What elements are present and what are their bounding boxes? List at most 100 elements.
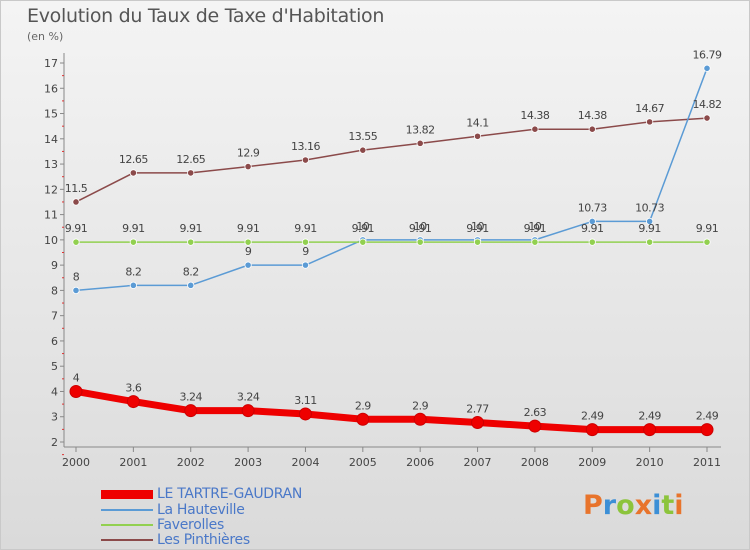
data-point-1 xyxy=(528,419,542,433)
data-label-1: 3.24 xyxy=(237,391,260,404)
x-tick-label: 2010 xyxy=(636,456,664,469)
legend-item-2: La Hauteville xyxy=(101,502,245,518)
data-point-3 xyxy=(359,238,367,246)
data-label-3: 9.91 xyxy=(581,222,604,235)
data-point-4 xyxy=(473,132,482,140)
y-tick-label: 15 xyxy=(44,108,58,121)
data-point-1 xyxy=(471,416,485,430)
y-tick-label: 10 xyxy=(44,234,58,247)
data-point-4 xyxy=(588,125,596,133)
series-line-2 xyxy=(75,67,708,292)
data-label-1: 2.9 xyxy=(355,399,371,412)
y-tick-label: 2 xyxy=(51,436,58,449)
data-point-1 xyxy=(126,395,140,409)
data-point-3 xyxy=(588,238,596,246)
proxiti-logo: Proxiti xyxy=(583,490,684,521)
data-point-3 xyxy=(703,238,711,246)
data-point-3 xyxy=(129,238,137,246)
data-point-4 xyxy=(416,139,424,147)
data-label-2: 10.73 xyxy=(635,201,664,214)
data-point-4 xyxy=(703,114,711,122)
data-label-2: 10 xyxy=(414,220,427,233)
data-point-4 xyxy=(129,169,137,177)
data-point-1 xyxy=(356,412,370,426)
chart-subtitle: (en %) xyxy=(27,30,64,43)
y-tick-label: 14 xyxy=(44,133,58,146)
data-label-4: 14.1 xyxy=(466,116,489,129)
y-tick-label: 17 xyxy=(44,57,58,70)
data-label-2: 16.79 xyxy=(693,48,722,61)
data-point-3 xyxy=(646,238,654,246)
data-label-1: 2.9 xyxy=(412,399,428,412)
data-point-2 xyxy=(72,286,80,294)
y-tick-label: 8 xyxy=(51,284,58,297)
data-point-3 xyxy=(244,238,252,246)
y-tick-label: 7 xyxy=(51,310,58,323)
data-label-4: 14.67 xyxy=(635,102,664,115)
legend-item-1: LE TARTRE-GAUDRAN xyxy=(101,486,302,502)
data-point-3 xyxy=(72,238,80,246)
data-point-4 xyxy=(244,162,252,171)
y-tick-label: 16 xyxy=(44,82,58,95)
series-line-4 xyxy=(75,117,708,203)
data-point-3 xyxy=(531,238,539,246)
data-label-4: 13.82 xyxy=(406,123,435,136)
chart-title: Evolution du Taux de Taxe d'Habitation xyxy=(27,5,385,27)
data-point-1 xyxy=(69,384,83,398)
data-point-2 xyxy=(301,261,310,269)
data-point-2 xyxy=(588,217,596,226)
y-tick-label: 4 xyxy=(51,385,58,398)
data-label-2: 9 xyxy=(302,245,309,258)
data-label-4: 14.82 xyxy=(693,98,722,111)
data-label-3: 9.91 xyxy=(409,222,432,235)
data-point-1 xyxy=(643,423,657,437)
data-point-4 xyxy=(301,156,310,164)
data-point-2 xyxy=(244,261,252,269)
legend-swatch-4 xyxy=(101,539,153,541)
data-label-2: 8.2 xyxy=(183,265,199,278)
data-label-3: 9.91 xyxy=(65,222,88,235)
data-label-1: 2.49 xyxy=(696,410,719,423)
data-label-1: 3.11 xyxy=(294,394,317,407)
y-tick-label: 11 xyxy=(44,209,58,222)
data-point-1 xyxy=(585,423,599,437)
x-tick-label: 2007 xyxy=(464,456,492,469)
data-point-2 xyxy=(646,217,654,226)
data-label-4: 11.5 xyxy=(65,182,88,195)
data-label-4: 14.38 xyxy=(520,109,549,122)
data-label-3: 9.91 xyxy=(352,222,375,235)
legend-label-4: Les Pinthières xyxy=(157,532,250,548)
data-point-1 xyxy=(241,404,255,418)
data-point-4 xyxy=(359,146,367,154)
data-point-4 xyxy=(646,118,654,126)
y-tick-label: 13 xyxy=(44,158,58,171)
legend-item-4: Les Pinthières xyxy=(101,532,250,548)
legend-item-3: Faverolles xyxy=(101,517,224,533)
data-point-3 xyxy=(187,238,195,246)
data-point-2 xyxy=(703,64,711,72)
data-point-3 xyxy=(301,238,310,246)
x-tick-label: 2005 xyxy=(349,456,377,469)
data-label-2: 10 xyxy=(356,220,369,233)
x-tick-label: 2002 xyxy=(177,456,205,469)
x-tick-label: 2004 xyxy=(291,456,319,469)
data-label-3: 9.91 xyxy=(294,222,317,235)
data-label-4: 12.65 xyxy=(119,153,148,166)
data-point-2 xyxy=(129,281,137,289)
data-point-1 xyxy=(184,404,198,418)
legend-label-2: La Hauteville xyxy=(157,502,245,518)
data-label-2: 10 xyxy=(528,220,541,233)
x-tick-label: 2001 xyxy=(119,456,147,469)
data-label-2: 10 xyxy=(471,220,484,233)
data-label-3: 9.91 xyxy=(524,222,547,235)
data-label-1: 2.77 xyxy=(466,403,489,416)
data-label-3: 9.91 xyxy=(466,222,489,235)
y-tick-label: 9 xyxy=(51,259,58,272)
data-label-1: 3.24 xyxy=(179,391,202,404)
data-label-3: 9.91 xyxy=(122,222,145,235)
legend-swatch-2 xyxy=(101,509,153,511)
data-label-1: 3.6 xyxy=(125,382,141,395)
y-tick-label: 3 xyxy=(51,411,58,424)
y-tick-label: 12 xyxy=(44,183,58,196)
x-tick-label: 2006 xyxy=(406,456,434,469)
